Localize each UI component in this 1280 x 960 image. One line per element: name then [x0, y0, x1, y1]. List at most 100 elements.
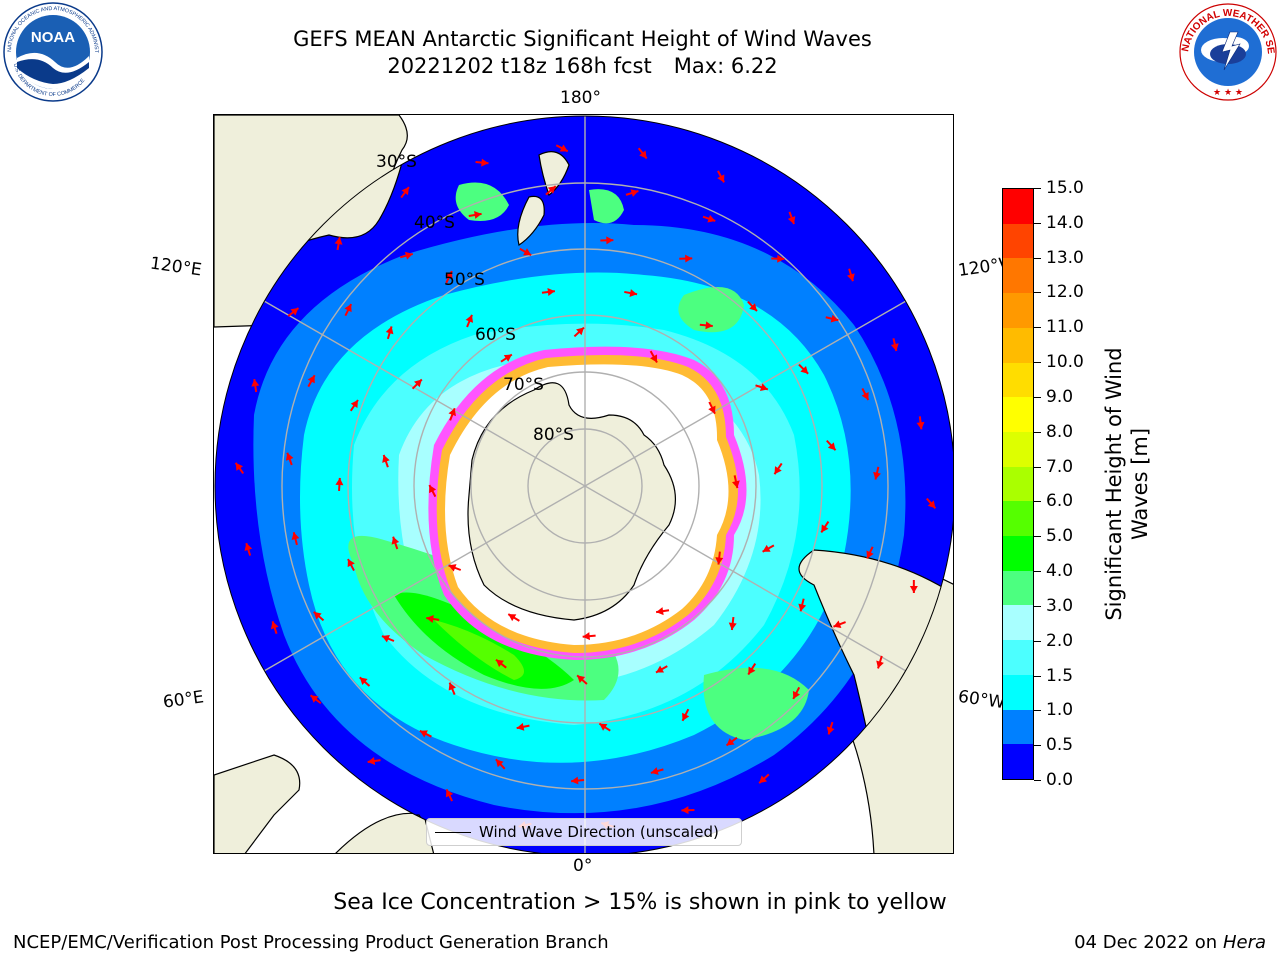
legend-text: Wind Wave Direction (unscaled) — [479, 823, 719, 841]
wind-arrow-head — [717, 174, 725, 183]
wind-arrow-head — [414, 379, 422, 388]
graticule — [215, 116, 953, 853]
colorbar-tick — [1034, 188, 1041, 189]
colorbar-segment — [1003, 501, 1033, 537]
antarctica — [467, 382, 677, 621]
wind-arrow-head — [391, 536, 400, 545]
lon-label-60e: 60°E — [161, 687, 206, 713]
colorbar-tick-label: 10.0 — [1046, 352, 1084, 373]
wind-arrow-head — [606, 236, 614, 245]
wind-arrow-head — [448, 682, 457, 691]
wind-arrow-head — [830, 314, 839, 323]
wind-arrow-head — [759, 775, 768, 784]
lat-label-60s: 60°S — [475, 325, 516, 345]
colorbar-segment — [1003, 362, 1033, 398]
wind-arrow-head — [726, 738, 735, 746]
colorbar-tick-label: 13.0 — [1046, 247, 1084, 268]
wind-arrow-head — [382, 454, 390, 463]
lon-label-180: 180° — [560, 88, 601, 108]
wind-arrow-head — [508, 614, 517, 622]
colorbar-tick-label: 1.0 — [1046, 700, 1074, 721]
wind-arrow-head — [291, 532, 300, 541]
lat-label-80s: 80°S — [533, 425, 574, 445]
wind-arrow-head — [235, 462, 243, 471]
wind-arrow-head — [833, 620, 842, 628]
colorbar-tick — [1034, 396, 1041, 398]
wind-arrow-head — [656, 607, 664, 616]
wind-arrow-head — [270, 621, 279, 630]
colorbar — [1002, 188, 1034, 780]
wind-arrow-head — [347, 559, 355, 568]
noaa-logo: NOAA NATIONAL OCEANIC AND ATMOSPHERIC AD… — [1, 0, 103, 102]
colorbar-tick — [1034, 710, 1041, 712]
wind-arrow-head — [448, 564, 457, 572]
wind-arrow-head — [728, 622, 737, 630]
colorbar-segment — [1003, 640, 1033, 675]
wind-arrow-head — [445, 271, 453, 280]
map-legend: Wind Wave Direction (unscaled) — [426, 818, 742, 846]
wind-arrow-head — [876, 660, 884, 669]
colorbar-tick-label: 8.0 — [1046, 421, 1074, 442]
colorbar-label: Significant Height of Wind Waves [m] — [1101, 347, 1153, 620]
colorbar-segment — [1003, 536, 1033, 571]
wind-arrow-head — [685, 254, 693, 263]
wind-arrow-head — [495, 659, 504, 668]
run-info: 20221202 t18z 168h fcst — [387, 54, 652, 78]
colorbar-tick — [1034, 745, 1041, 747]
colorbar-tick — [1034, 362, 1041, 364]
colorbar-tick-label: 4.0 — [1046, 561, 1074, 582]
wind-arrow-head — [481, 158, 489, 167]
colorbar-tick — [1034, 571, 1041, 573]
wind-arrow-head — [571, 776, 579, 785]
wind-arrow-head — [474, 211, 482, 219]
wind-arrow-head — [251, 379, 260, 387]
wind-arrow-head — [708, 405, 716, 414]
colorbar-tick-label: 15.0 — [1046, 178, 1084, 198]
wind-arrow-head — [290, 308, 299, 316]
wind-arrow-head — [445, 789, 454, 798]
colorbar-tick-label: 14.0 — [1046, 212, 1084, 233]
wind-arrow-head — [866, 550, 874, 559]
wind-arrow-head — [523, 248, 532, 256]
wind-arrow-head — [890, 343, 899, 351]
lat-label-40s: 40°S — [414, 213, 455, 233]
wind-arrow-head — [681, 806, 689, 815]
wind-arrow-head — [429, 485, 437, 494]
sea-ice-caption: Sea Ice Concentration > 15% is shown in … — [333, 890, 947, 915]
lon-label-60w: 60°W — [956, 686, 1007, 714]
colorbar-tick — [1034, 501, 1041, 503]
map-panel — [213, 114, 954, 854]
map-boundary — [214, 115, 953, 853]
colorbar-tick-label: 2.0 — [1046, 630, 1074, 651]
wind-arrow-head — [285, 452, 294, 461]
colorbar-tick — [1034, 257, 1041, 259]
wind-arrow-head — [826, 726, 835, 735]
wind-arrow-head — [847, 273, 855, 282]
wind-arrow-head — [909, 585, 918, 593]
wind-arrow-head — [650, 767, 659, 775]
colorbar-tick — [1034, 292, 1041, 294]
wind-arrow-head — [639, 150, 647, 159]
wind-arrow-head — [465, 314, 474, 323]
wind-arrow-head — [385, 326, 394, 335]
nws-logo: NATIONAL WEATHER SERVICE ★ ★ ★ — [1174, 0, 1278, 102]
svg-text:★ ★ ★: ★ ★ ★ — [1213, 88, 1243, 98]
colorbar-segment — [1003, 744, 1033, 779]
wind-arrow-head — [798, 603, 807, 612]
wind-arrow-head — [495, 759, 504, 768]
wind-arrow-head — [359, 677, 368, 685]
footer-date-text: 04 Dec 2022 on — [1074, 932, 1218, 953]
wind-arrow-head — [516, 722, 525, 731]
max-value: Max: 6.22 — [673, 54, 778, 78]
wind-arrow-head — [792, 690, 801, 699]
wind-arrow-head — [576, 327, 584, 336]
wind-arrow-head — [559, 144, 568, 152]
colorbar-tick-label: 11.0 — [1046, 317, 1084, 338]
colorbar-segment — [1003, 293, 1033, 328]
colorbar-tick — [1034, 640, 1041, 642]
colorbar-tick — [1034, 605, 1041, 607]
wind-arrow-head — [777, 254, 785, 263]
colorbar-tick — [1034, 675, 1041, 677]
wind-arrow-head — [344, 304, 352, 313]
wind-arrow-head — [448, 408, 456, 417]
